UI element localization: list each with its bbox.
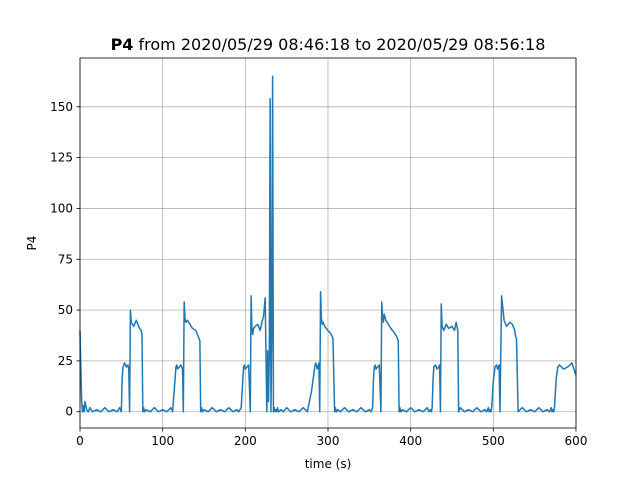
y-tick-label: 100 [50,201,73,215]
x-tick-label: 500 [482,434,505,448]
y-tick-label: 0 [65,405,73,419]
x-tick-label: 600 [565,434,588,448]
series-line-p4 [79,75,577,413]
y-tick-label: 50 [58,303,73,317]
x-tick-label: 200 [234,434,257,448]
plot-area [79,75,577,413]
x-tick-label: 300 [317,434,340,448]
chart-title: P4 from 2020/05/29 08:46:18 to 2020/05/2… [111,35,546,54]
y-tick-label: 75 [58,252,73,266]
chart-title-bold: P4 [111,35,134,54]
y-tick-label: 125 [50,151,73,165]
chart-title-rest: from 2020/05/29 08:46:18 to 2020/05/29 0… [133,35,545,54]
x-axis-label: time (s) [305,457,352,471]
x-tick-label: 400 [399,434,422,448]
x-tick-label: 100 [151,434,174,448]
y-axis-label: P4 [25,236,39,251]
x-axis-ticks: 0 100 200 300 400 500 600 [76,428,587,448]
y-tick-label: 25 [58,354,73,368]
grid-lines [79,58,577,428]
y-axis-ticks: 0 25 50 75 100 125 150 [50,100,80,419]
y-tick-label: 150 [50,100,73,114]
x-tick-label: 0 [76,434,84,448]
